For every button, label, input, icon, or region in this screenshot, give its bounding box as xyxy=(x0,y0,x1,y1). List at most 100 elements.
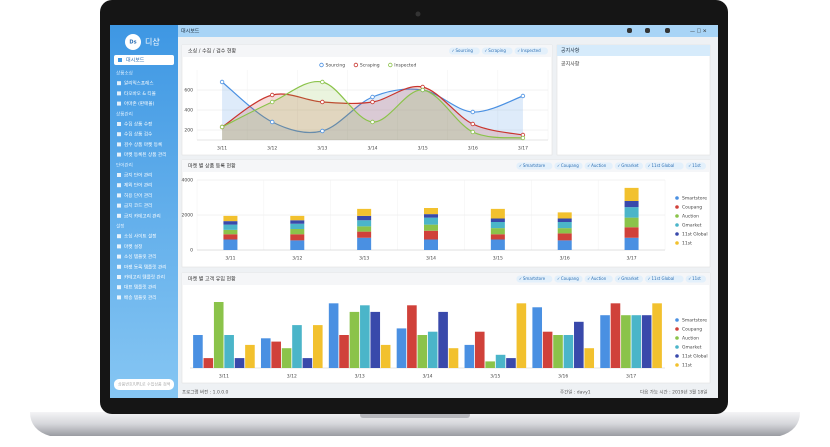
check-icon: ✓ xyxy=(484,48,487,53)
menu-item[interactable]: 금지 코드 관리 xyxy=(124,202,152,209)
menu-item[interactable]: 대표 템플릿 관리 xyxy=(124,284,157,291)
notice-item[interactable]: 공지사항 xyxy=(561,61,580,68)
bar xyxy=(213,302,224,368)
filter-chip-label[interactable]: Gmarket xyxy=(621,276,639,281)
filter-chip[interactable] xyxy=(614,275,643,283)
camera xyxy=(415,11,421,17)
filter-chip-label[interactable]: 11st Global xyxy=(652,163,675,168)
point xyxy=(370,119,375,125)
filter-chip[interactable] xyxy=(645,162,684,170)
menu-item[interactable]: 수집 상품 검수 xyxy=(124,131,152,138)
filter-chip-label[interactable]: Smartstore xyxy=(523,163,546,168)
settings-icon[interactable] xyxy=(665,28,670,33)
point xyxy=(370,94,375,100)
filter-chip-label[interactable]: Scraping xyxy=(488,48,506,53)
menu-item[interactable]: 알리익스프레스 xyxy=(124,80,154,87)
menu-group: 상품소싱 xyxy=(116,70,133,77)
x-tick-label: 3/17 xyxy=(626,374,636,380)
filter-chip[interactable] xyxy=(554,275,583,283)
menu-item[interactable]: 소싱 템플릿 관리 xyxy=(124,253,157,260)
menu-item[interactable]: 수집 상품 수정 xyxy=(124,121,152,128)
check-icon: ✓ xyxy=(517,48,520,53)
filter-chip[interactable] xyxy=(614,162,643,170)
menu-item[interactable]: 대시보드 xyxy=(126,57,145,64)
menu-item[interactable]: 아마존 (판매몰) xyxy=(124,100,155,107)
point xyxy=(470,129,475,135)
filter-chip[interactable] xyxy=(685,162,706,170)
filter-chip-label[interactable]: Auction xyxy=(591,163,607,168)
filter-chip[interactable] xyxy=(481,47,513,55)
menu-item[interactable]: 마켓 설정 xyxy=(124,243,142,250)
menu-item[interactable]: 배송 템플릿 관리 xyxy=(124,294,157,301)
user-icon[interactable] xyxy=(645,28,650,33)
check-icon: ✓ xyxy=(648,163,651,168)
bar xyxy=(574,321,584,368)
filter-chip-label[interactable]: 11st xyxy=(692,276,701,281)
x-tick-label: 3/17 xyxy=(627,256,637,262)
filter-chip[interactable] xyxy=(645,275,684,283)
area xyxy=(222,81,523,140)
bar xyxy=(563,335,574,368)
filter-chip-label[interactable]: Smartstore xyxy=(523,276,546,281)
filter-chip-label[interactable]: Coupang xyxy=(561,163,579,168)
legend-marker xyxy=(675,232,679,236)
legend-label: 11st xyxy=(682,363,692,369)
bar-segment xyxy=(424,208,438,215)
menu-item[interactable]: 금지 단어 관리 xyxy=(124,172,152,179)
search-box[interactable] xyxy=(114,379,174,390)
bar-segment xyxy=(223,215,238,222)
menu-item[interactable]: 마켓 등록 템플릿 관리 xyxy=(124,263,166,270)
legend-marker xyxy=(675,318,679,322)
bar xyxy=(631,315,642,368)
filter-chip[interactable] xyxy=(554,162,583,170)
legend-marker xyxy=(353,62,359,68)
bar-segment xyxy=(223,239,238,250)
menu-item[interactable]: 소싱 사이트 설정 xyxy=(124,233,157,240)
bar xyxy=(610,303,621,368)
notice-title: 공지사항 xyxy=(561,47,580,54)
bar xyxy=(396,328,407,368)
menu-item[interactable]: 허용 단어 관리 xyxy=(124,192,152,199)
menu-item[interactable]: 마켓 등록된 상품 관리 xyxy=(124,151,166,158)
menu-item[interactable]: 타오바오 & 티몰 xyxy=(124,90,156,97)
chart-panel xyxy=(181,159,711,268)
filter-chip-label[interactable]: Inspected xyxy=(521,48,541,53)
y-tick-label: 2000 xyxy=(182,213,194,219)
active-menu[interactable] xyxy=(114,55,174,65)
check-icon: ✓ xyxy=(519,276,522,281)
footer-version: 프로그램 버전 : 1.0.0.0 xyxy=(182,389,229,396)
footer-user: 주간일 : davy1 xyxy=(560,389,591,396)
menu-item[interactable]: 카테고리 템플릿 관리 xyxy=(124,274,165,281)
point xyxy=(270,99,275,105)
bell-icon[interactable] xyxy=(627,28,632,33)
filter-chip[interactable] xyxy=(514,47,548,55)
bar-segment xyxy=(624,187,639,201)
legend-marker xyxy=(675,214,679,218)
check-icon: ✓ xyxy=(617,276,620,281)
filter-chip-label[interactable]: Auction xyxy=(591,276,607,281)
menu-item[interactable]: 검수 상품 마켓 등록 xyxy=(124,141,162,148)
filter-chip-label[interactable]: Gmarket xyxy=(621,163,639,168)
filter-chip[interactable] xyxy=(584,162,613,170)
laptop-base xyxy=(30,412,800,436)
bar xyxy=(271,341,281,368)
bar xyxy=(474,331,485,368)
window-buttons[interactable]: — ☐ ✕ xyxy=(690,29,707,35)
filter-chip[interactable] xyxy=(516,275,553,283)
filter-chip-label[interactable]: Sourcing xyxy=(456,48,474,53)
bar-segment xyxy=(290,240,305,250)
filter-chip-label[interactable]: Coupang xyxy=(561,276,579,281)
menu-icon xyxy=(117,264,121,269)
filter-chip[interactable] xyxy=(685,275,706,283)
filter-chip-label[interactable]: 11st xyxy=(692,163,701,168)
menu-item[interactable]: 금지 카테고리 관리 xyxy=(124,212,161,219)
point xyxy=(470,109,475,115)
bar-segment xyxy=(357,226,372,232)
filter-chip-label[interactable]: 11st Global xyxy=(652,276,675,281)
filter-chip[interactable] xyxy=(584,275,613,283)
filter-chip[interactable] xyxy=(449,47,480,55)
filter-chip[interactable] xyxy=(516,162,553,170)
x-tick-label: 3/17 xyxy=(518,146,528,152)
x-tick-label: 3/14 xyxy=(426,256,436,262)
menu-item[interactable]: 제외 단어 관리 xyxy=(124,182,152,189)
